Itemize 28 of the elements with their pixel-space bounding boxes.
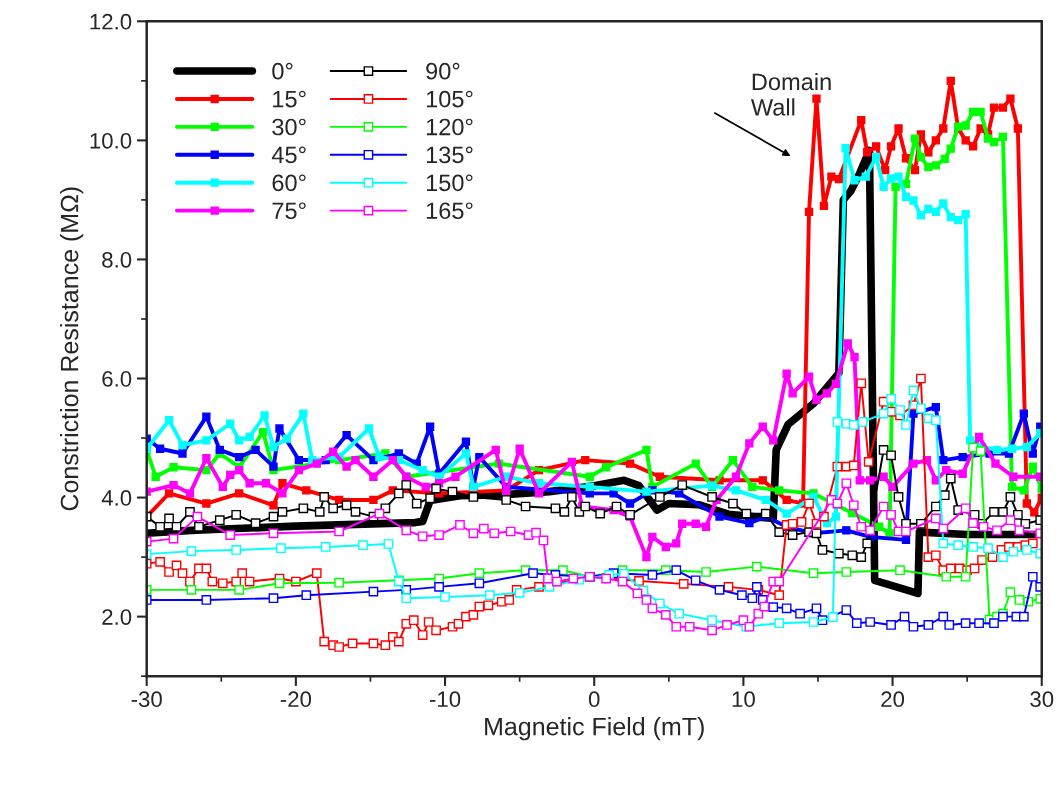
legend-label: 30°: [272, 118, 306, 136]
y-axis-title: Constriction Resistance (MΩ): [60, 187, 84, 511]
legend-label: 60°: [272, 174, 306, 192]
legend-label: 0°: [272, 62, 293, 80]
y-tick-label: 8.0: [102, 251, 132, 268]
x-tick-label: 0: [588, 691, 600, 708]
y-tick-label: 2.0: [102, 609, 132, 625]
x-tick-label: -20: [280, 691, 312, 708]
legend-label: 135°: [426, 146, 473, 164]
x-tick-label: 30: [1030, 691, 1054, 708]
y-tick-label: 6.0: [102, 371, 132, 387]
x-tick-label: 20: [881, 691, 905, 708]
legend-label: 165°: [426, 202, 473, 220]
legend-label: 120°: [426, 118, 473, 136]
y-tick-label: 10.0: [90, 132, 132, 149]
legend-label: 75°: [272, 202, 306, 220]
legend-label: 90°: [426, 62, 460, 80]
x-tick-label: -30: [131, 691, 162, 708]
x-axis-title: Magnetic Field (mT): [485, 717, 704, 741]
y-tick-label: 4.0: [101, 490, 132, 506]
x-tick-label: 10: [732, 691, 755, 708]
legend-label: 105°: [426, 90, 473, 108]
legend-label: 45°: [271, 146, 306, 164]
annotation: Domain Wall: [750, 72, 831, 116]
legend-label: 15°: [273, 90, 306, 108]
legend-label: 150°: [426, 174, 473, 192]
y-tick-label: 12.0: [90, 13, 132, 30]
x-tick-label: -10: [429, 691, 461, 708]
